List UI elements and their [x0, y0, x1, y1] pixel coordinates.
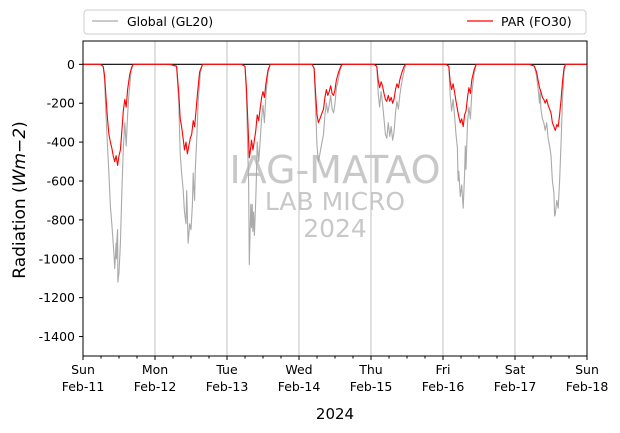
x-tick-label-day-2: Tue [215, 362, 238, 377]
x-tick-label-day-1: Mon [142, 362, 168, 377]
x-tick-label-day-3: Wed [285, 362, 312, 377]
y-tick-label-2: -400 [47, 135, 75, 150]
y-axis: 0 -200 -400 -600 -800 -1000 -1200 -1400 [39, 57, 83, 344]
x-axis-title: 2024 [316, 405, 354, 423]
series-layer [83, 63, 587, 283]
y-tick-label-5: -1000 [39, 251, 75, 266]
y-tick-label-3: -600 [47, 174, 75, 189]
x-tick-label-date-7: Feb-18 [566, 379, 609, 394]
legend-label-global: Global (GL20) [127, 14, 213, 29]
grid [154, 41, 516, 356]
x-tick-label-date-1: Feb-12 [134, 379, 177, 394]
watermark: IAG-MATAO LAB MICRO 2024 [229, 148, 440, 243]
series-line-1 [83, 63, 587, 166]
y-axis-title: Radiation (Wm−2) [10, 121, 30, 278]
x-tick-label-date-2: Feb-13 [206, 379, 249, 394]
x-tick-label-date-5: Feb-16 [422, 379, 465, 394]
x-tick-label-day-4: Thu [358, 362, 382, 377]
y-tick-label-4: -800 [47, 212, 75, 227]
y-tick-label-7: -1400 [39, 329, 75, 344]
x-axis: Sun Feb-11 Mon Feb-12 Tue Feb-13 Wed Feb-14 Thu F… [62, 356, 609, 394]
x-tick-label-date-0: Feb-11 [62, 379, 105, 394]
x-tick-label-day-6: Sat [505, 362, 526, 377]
x-tick-label-date-3: Feb-14 [278, 379, 321, 394]
watermark-line-2: LAB MICRO [265, 187, 405, 216]
x-tick-label-day-5: Fri [436, 362, 451, 377]
watermark-line-1: IAG-MATAO [229, 148, 440, 192]
y-tick-label-6: -1200 [39, 290, 75, 305]
x-tick-label-date-4: Feb-15 [350, 379, 393, 394]
x-tick-label-day-0: Sun [71, 362, 95, 377]
y-tick-label-0: 0 [67, 57, 75, 72]
legend-box [83, 9, 587, 35]
x-tick-label-day-7: Sun [575, 362, 599, 377]
y-tick-label-1: -200 [47, 96, 75, 111]
x-tick-label-date-6: Feb-17 [494, 379, 537, 394]
legend: Global (GL20) PAR (FO30) [83, 9, 587, 35]
legend-label-par: PAR (FO30) [501, 14, 572, 29]
watermark-line-3: 2024 [303, 214, 367, 243]
